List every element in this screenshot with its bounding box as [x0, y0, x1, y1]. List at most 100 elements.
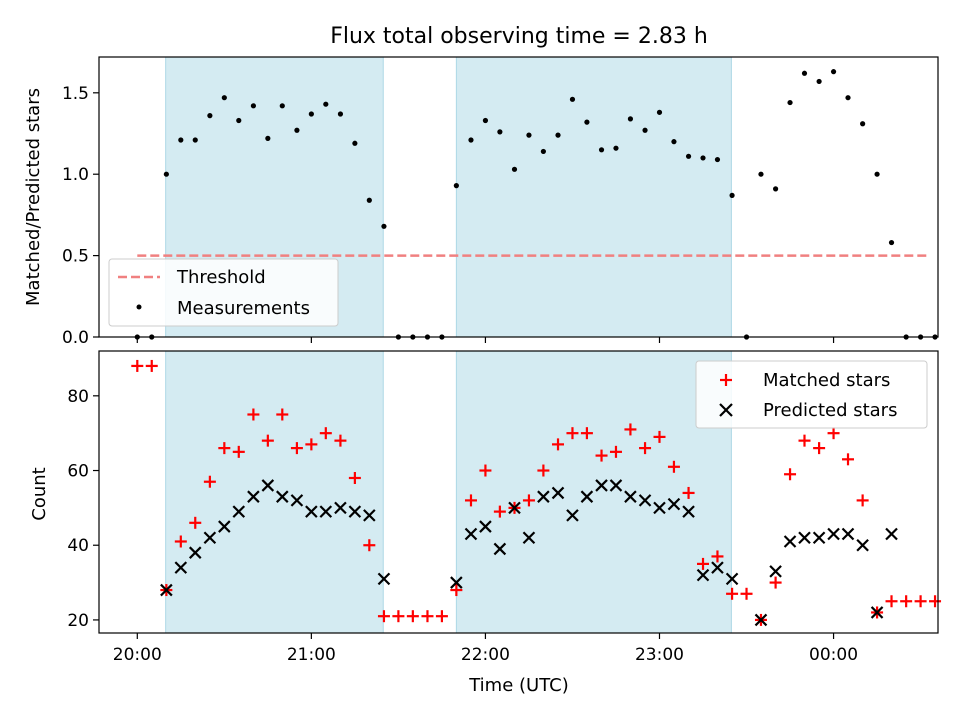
x-axis-label: Time (UTC): [468, 675, 569, 696]
predicted-legend-swatch: [719, 403, 733, 417]
measurement-point: [178, 137, 184, 143]
measurement-point: [294, 127, 300, 133]
predicted-star-point: [232, 505, 246, 518]
measurement-point: [192, 137, 198, 143]
measurement-point: [758, 171, 764, 177]
predicted-star-point: [450, 576, 463, 589]
measurement-point: [772, 186, 779, 192]
predicted-star-point: [725, 572, 739, 586]
matched-star-point: [856, 494, 869, 507]
matched-star-point: [450, 584, 463, 597]
bottom-axes-frame: [98, 350, 939, 634]
measurement-point: [381, 223, 387, 229]
measurement-point: [163, 171, 169, 177]
predicted-star-point: [682, 505, 695, 518]
measurement-point: [337, 111, 344, 117]
matched-star-point: [784, 468, 797, 481]
matched-star-point: [319, 427, 332, 440]
predicted-star-point: [638, 494, 652, 507]
predicted-star-point: [348, 505, 362, 518]
matched-star-point: [885, 595, 898, 608]
matched-star-point: [929, 595, 942, 608]
predicted-star-point: [827, 527, 840, 541]
bottom-ytick-label: 40: [67, 536, 89, 556]
measurement-point: [308, 111, 314, 117]
matched-star-point: [537, 464, 550, 477]
predicted-star-point: [580, 490, 594, 503]
measurement-point: [555, 132, 561, 138]
matched-star-point: [566, 427, 579, 440]
bottom-panel: 20 40 60 80 20:00 21:00 22:00 23:00 00:00 Count…: [29, 350, 942, 696]
top-shaded-interval: [455, 56, 732, 338]
measurement-point: [656, 109, 663, 115]
measurement-point: [729, 192, 735, 198]
bottom-legend: Matched stars Predicted stars: [695, 360, 928, 429]
predicted-star-point: [653, 501, 666, 515]
predicted-star-point: [363, 509, 376, 522]
matched-star-point: [639, 442, 652, 455]
predicted-star-point: [769, 565, 782, 578]
measurement-point: [236, 117, 242, 124]
top-ytick-label: 0.5: [62, 247, 89, 267]
predicted-star-point: [667, 497, 681, 511]
matched-star-point: [697, 557, 710, 570]
matched-star-point: [174, 535, 187, 548]
matched-star-point: [740, 587, 753, 600]
predicted-star-point: [856, 538, 869, 552]
matched-star-point: [522, 494, 535, 507]
matched-star-point: [247, 408, 260, 421]
predicted-star-point: [812, 531, 826, 545]
measurement-point: [250, 103, 256, 109]
xtick-label: 00:00: [809, 645, 858, 665]
predicted-star-point: [464, 527, 478, 541]
matched-star-point: [363, 539, 376, 552]
predicted-star-point: [783, 535, 797, 548]
bottom-legend-box: [695, 360, 928, 429]
matched-star-point: [131, 359, 144, 372]
matched-star-point: [145, 359, 158, 372]
predicted-star-point: [841, 527, 855, 541]
predicted-star-point: [174, 561, 188, 574]
measurements-legend-label: Measurements: [177, 298, 310, 319]
predicted-star-point: [305, 505, 318, 518]
matched-star-point: [667, 460, 680, 473]
matched-star-point: [479, 464, 492, 477]
measurement-point: [497, 129, 503, 135]
measurement-point: [700, 155, 706, 161]
predicted-star-point: [696, 568, 710, 582]
matched-star-point: [493, 505, 506, 518]
top-legend-box: [108, 258, 339, 327]
predicted-star-point: [522, 531, 536, 545]
matched-star-point: [276, 408, 289, 421]
matched-star-point: [842, 453, 855, 466]
matched-star-point: [377, 610, 390, 623]
xtick-label: 20:00: [113, 645, 162, 665]
matched-star-point: [609, 445, 622, 458]
predicted-star-point: [537, 490, 550, 503]
matched-star-point: [900, 595, 913, 608]
measurement-point: [801, 70, 808, 76]
predicted-star-point: [595, 479, 608, 492]
predicted-star-point: [870, 606, 884, 619]
matched-star-point: [464, 494, 477, 507]
top-ytick-label: 0.0: [62, 328, 89, 348]
matched-legend-label: Matched stars: [763, 370, 890, 391]
predicted-star-point: [160, 583, 173, 597]
top-legend: Threshold Measurements: [108, 258, 339, 327]
predicted-star-point: [493, 542, 507, 556]
measurement-point: [540, 148, 546, 155]
measurements-legend-swatch: [136, 304, 142, 310]
measurement-point: [888, 239, 895, 246]
matched-star-point: [305, 438, 318, 451]
measurement-point: [671, 139, 677, 145]
matched-star-point: [595, 449, 608, 462]
matched-star-point: [624, 423, 637, 436]
measurement-point: [613, 145, 619, 151]
bottom-ytick-label: 60: [67, 462, 89, 482]
matched-star-point: [232, 445, 245, 458]
predicted-star-point: [377, 572, 391, 586]
matched-star-point: [914, 595, 927, 608]
measurement-point: [511, 166, 518, 172]
predicted-star-point: [609, 479, 623, 492]
